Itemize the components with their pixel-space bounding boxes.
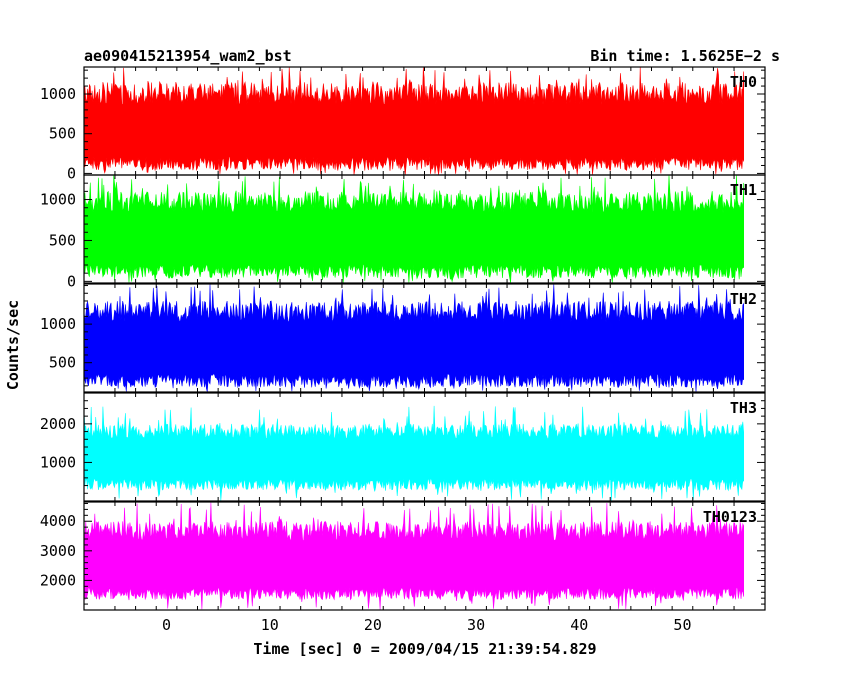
y-tick-label: 2000 [40,571,76,589]
y-tick-label: 500 [49,125,76,143]
panel-th0123: 2000 3000 4000 TH0123 [40,501,766,611]
panel-label: TH0 [730,73,757,91]
series-th2 [84,284,744,392]
y-tick-label: 1000 [40,191,76,209]
chart-title-right: Bin time: 1.5625E−2 s [590,47,780,65]
x-tick-label: 0 [162,616,171,634]
x-tick-label: 10 [261,616,279,634]
y-tick-label: 4000 [40,512,76,530]
y-tick-label: 1000 [40,453,76,471]
y-axis-label: Counts/sec [4,300,22,390]
panel-th3: 1000 2000 TH3 [40,392,766,502]
series-th1 [84,175,744,283]
panel-th1: 0 500 1000 TH1 [40,174,766,290]
panel-th2: 500 1000 TH2 [40,283,766,393]
x-tick-label: 50 [673,616,691,634]
series-th0123 [84,502,744,610]
y-tick-label: 500 [49,231,76,249]
y-tick-label: 1000 [40,85,76,103]
y-tick-label: 0 [67,272,76,290]
y-tick-label: 3000 [40,542,76,560]
panel-label: TH3 [730,399,757,417]
x-tick-label: 30 [467,616,485,634]
x-tick-label: 40 [570,616,588,634]
series-th0 [84,67,744,175]
y-tick-label: 0 [67,164,76,182]
panels-group: 0 500 1000 TH0 0 500 1000 TH1 500 1000 TH2 1000 2000… [40,66,766,611]
panel-label: TH2 [730,290,757,308]
x-axis-label: Time [sec] 0 = 2009/04/15 21:39:54.829 [253,640,596,658]
y-tick-label: 500 [49,354,76,372]
y-tick-label: 2000 [40,415,76,433]
chart-title-left: ae090415213954_wam2_bst [84,47,292,65]
series-th3 [84,405,744,501]
y-tick-label: 1000 [40,315,76,333]
panel-th0: 0 500 1000 TH0 [40,66,766,182]
x-tick-label: 20 [364,616,382,634]
x-axis: 0 10 20 30 40 50 [162,616,691,634]
panel-label: TH0123 [703,508,757,526]
panel-label: TH1 [730,181,757,199]
